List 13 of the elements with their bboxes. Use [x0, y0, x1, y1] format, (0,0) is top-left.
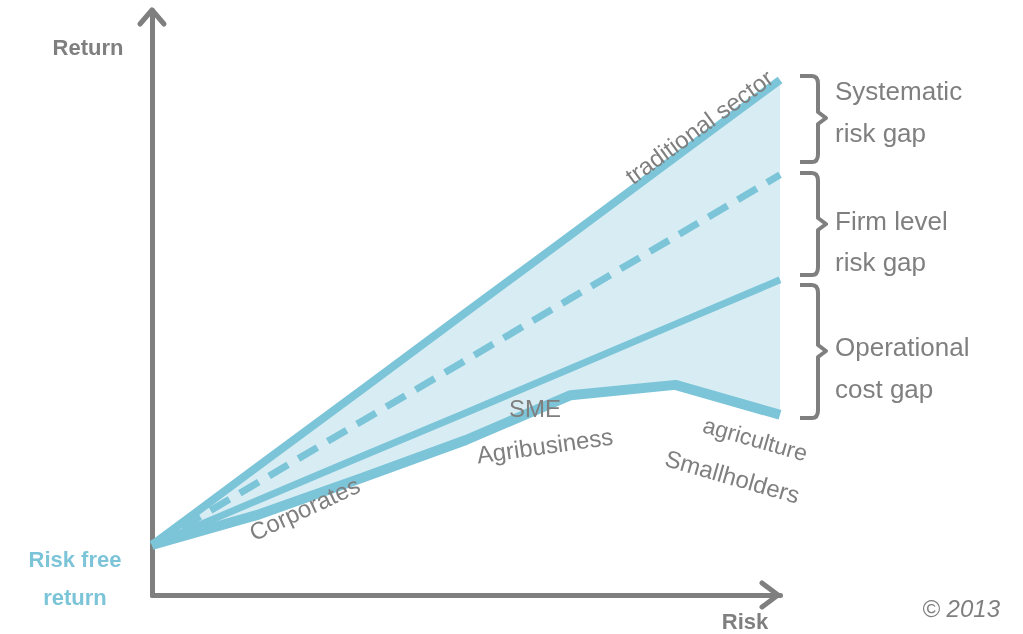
- x-axis-title: Risk: [721, 609, 769, 634]
- annotation: Agribusiness: [474, 422, 615, 469]
- y-axis-title: Return: [52, 35, 124, 60]
- annotation: SME: [508, 395, 562, 422]
- text: Systematic: [835, 76, 963, 106]
- text: © 2013: [922, 595, 1001, 622]
- text: cost gap: [835, 374, 934, 404]
- text: return: [43, 585, 107, 610]
- text: Firm level: [835, 206, 948, 236]
- text: Operational: [835, 332, 970, 362]
- text: Risk free: [28, 547, 122, 572]
- text: risk gap: [835, 118, 927, 148]
- text: risk gap: [835, 247, 927, 277]
